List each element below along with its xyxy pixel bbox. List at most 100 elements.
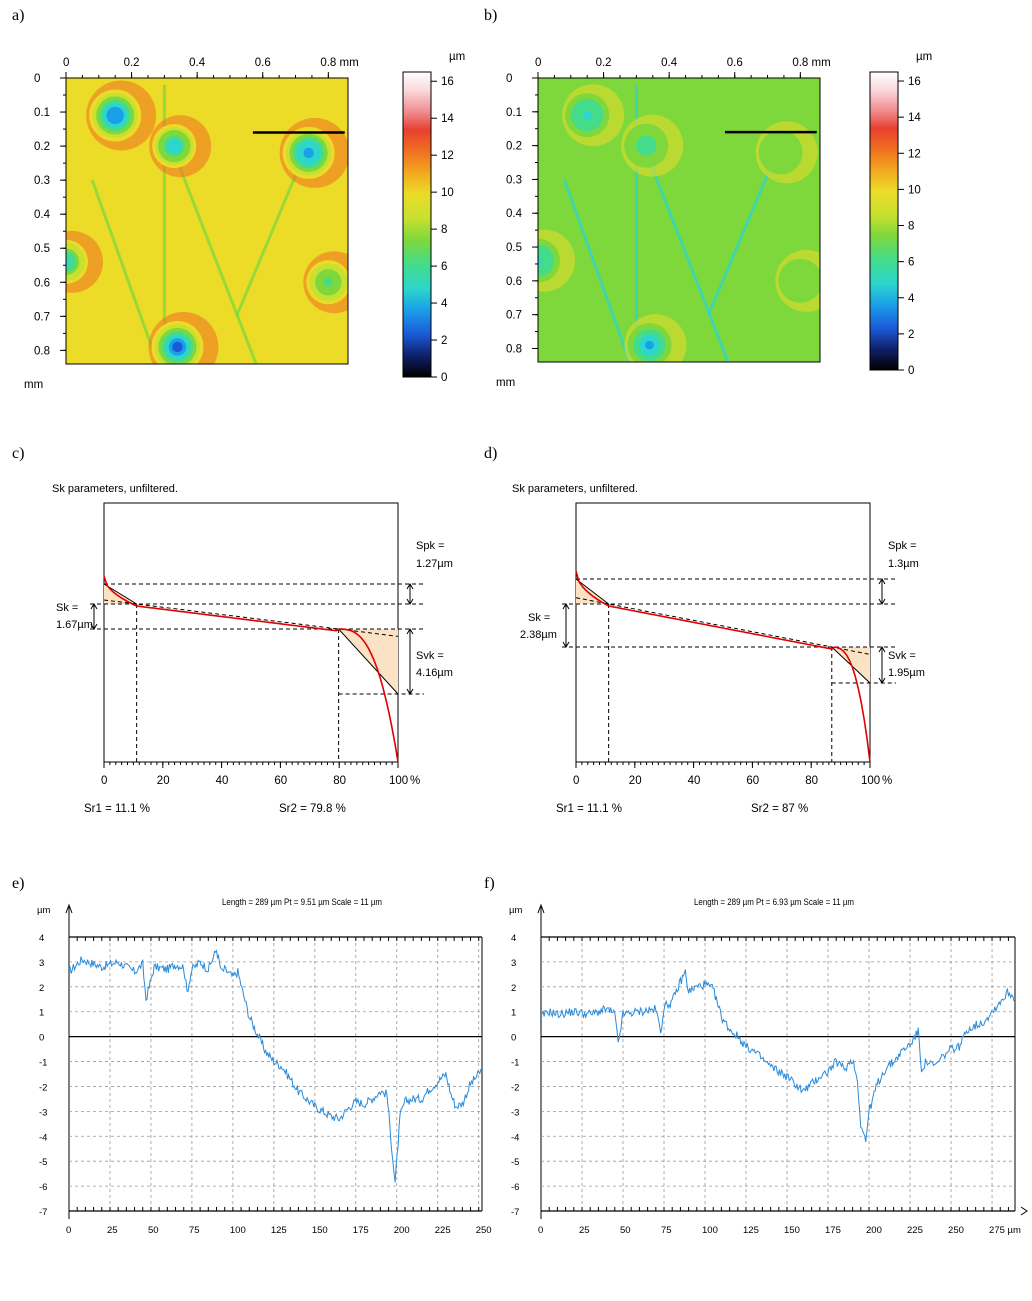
profile-x-axis-arrow <box>1020 1206 1028 1216</box>
profile-x-tick-label: 75 <box>661 1225 672 1236</box>
y-tick-label: 0.6 <box>34 277 50 289</box>
map-pit <box>169 141 179 151</box>
sk-x-tick-label: 80 <box>805 775 818 787</box>
x-tick-label: 0.6 <box>727 57 743 69</box>
profile-x-tick-label: 100 <box>702 1225 718 1236</box>
sk-x-tick-label: 40 <box>216 775 229 787</box>
profile-y-tick-label: -7 <box>511 1207 519 1218</box>
y-tick-label: 0.2 <box>506 141 522 153</box>
sk-spk-arrow-head <box>878 578 886 605</box>
profile-x-tick-label: 200 <box>394 1225 410 1236</box>
y-tick-label: 0.7 <box>34 311 50 323</box>
sk-spk-label: Spk = <box>888 540 916 552</box>
y-unit-label: mm <box>24 379 43 391</box>
sk-svk-label: Svk = <box>416 650 444 662</box>
profile-x-tick-label: 0 <box>538 1225 543 1236</box>
panel-label-e: e) <box>12 875 24 892</box>
profile-x-tick-label: 25 <box>579 1225 590 1236</box>
y-tick-label: 0.1 <box>34 107 50 119</box>
y-unit-label: mm <box>496 377 515 389</box>
colorbar <box>402 71 432 378</box>
y-tick-label: 0.5 <box>506 242 522 254</box>
profile-y-tick-label: 3 <box>39 958 44 969</box>
sk-spk-arrow-head <box>406 583 414 605</box>
profile-x-tick-label: 100 <box>230 1225 246 1236</box>
panel-label-d: d) <box>484 445 497 462</box>
sk-sr1-text: Sr1 = 11.1 % <box>84 803 150 815</box>
sk-svk-arrow-head <box>406 628 414 695</box>
sk-spk-value: 1.27µm <box>416 558 453 570</box>
profile-y-tick-label: -6 <box>511 1182 519 1193</box>
sk-sk-arrow-head <box>562 603 570 648</box>
map-scratch <box>172 152 258 364</box>
profile-x-tick-label: 250 <box>476 1225 492 1236</box>
map-pit <box>303 147 314 159</box>
sk-chart-c: Sk parameters, unfiltered. Spk = 1.27µm Svk… <box>52 483 453 815</box>
profile-x-tick-label: 125 <box>743 1225 759 1236</box>
profile-y-tick-label: -1 <box>39 1058 47 1069</box>
colorbar-tick-label: 0 <box>441 372 447 384</box>
sk-bearing-curve <box>575 570 871 763</box>
sk-x-tick-label: 20 <box>629 775 642 787</box>
colorbar-tick-label: 0 <box>908 365 914 377</box>
colorbar-unit: µm <box>916 51 932 63</box>
profile-y-tick-label: 2 <box>511 983 516 994</box>
profile-y-tick-label: -4 <box>39 1132 47 1143</box>
sk-valley-edge <box>338 628 399 695</box>
profile-y-tick-label: 2 <box>39 983 44 994</box>
profile-x-tick-label: 75 <box>189 1225 200 1236</box>
map-pit <box>641 141 651 151</box>
profile-x-tick-label: 275 µm <box>989 1225 1021 1236</box>
y-tick-label: 0.3 <box>506 174 522 186</box>
profile-y-tick-label: -7 <box>39 1207 47 1218</box>
profile-x-tick-label: 150 <box>312 1225 328 1236</box>
y-tick-label: 0.1 <box>506 107 522 119</box>
profile-chart-f: Length = 289 µm Pt = 6.93 µm Scale = 11 … <box>509 897 1028 1236</box>
sk-bearing-curve <box>103 575 399 763</box>
sk-sr2-text: Sr2 = 79.8 % <box>279 803 346 815</box>
map-scratch <box>235 159 304 317</box>
sk-x-tick-label: 20 <box>157 775 170 787</box>
colorbar-unit: µm <box>449 51 465 63</box>
colorbar-tick-label: 6 <box>908 257 914 269</box>
profile-y-tick-label: -3 <box>39 1107 47 1118</box>
colorbar-tick-label: 12 <box>908 148 921 160</box>
profile-y-tick-label: -5 <box>39 1157 47 1168</box>
y-tick-label: 0 <box>506 73 512 85</box>
y-tick-label: 0.8 <box>506 343 522 355</box>
profile-title: Length = 289 µm Pt = 6.93 µm Scale = 11 … <box>694 897 854 908</box>
sk-sr1-text: Sr1 = 11.1 % <box>556 803 622 815</box>
map-scratch <box>90 179 160 364</box>
y-tick-label: 0.4 <box>34 209 51 221</box>
profile-y-tick-label: -6 <box>39 1182 47 1193</box>
profile-y-tick-label: 4 <box>511 933 516 944</box>
sk-sk-value: 1.67µm <box>56 619 93 631</box>
y-tick-label: 0.7 <box>506 310 522 322</box>
sk-sk-arrow-head <box>90 603 98 630</box>
map-pit <box>795 276 805 286</box>
sk-title: Sk parameters, unfiltered. <box>52 483 178 495</box>
sk-svk-label: Svk = <box>888 650 916 662</box>
y-tick-label: 0.2 <box>34 141 50 153</box>
y-tick-label: 0.6 <box>506 276 522 288</box>
sk-x-tick-label: 60 <box>274 775 287 787</box>
colorbar-tick-label: 10 <box>908 184 921 196</box>
map-scratch <box>707 158 776 316</box>
sk-x-unit: % <box>882 775 892 787</box>
colorbar-tick-label: 4 <box>441 298 448 310</box>
profile-series-line <box>68 949 483 1183</box>
map-pit <box>172 341 183 353</box>
sk-x-unit: % <box>410 775 420 787</box>
x-tick-label: 0.6 <box>255 57 271 69</box>
profile-x-tick-label: 25 <box>107 1225 118 1236</box>
panel-label-c: c) <box>12 445 24 462</box>
colorbar-tick-label: 14 <box>441 113 454 125</box>
y-tick-label: 0.4 <box>506 208 523 220</box>
profile-y-axis-arrow <box>537 903 545 914</box>
sk-x-tick-label: 100 <box>861 775 880 787</box>
panel-label-b: b) <box>484 7 497 24</box>
sk-x-tick-label: 100 <box>389 775 408 787</box>
profile-y-tick-label: -4 <box>511 1132 519 1143</box>
height-map-b: 0 0.2 0.4 0.6 0.8 mm 0 0.1 0.2 0.3 0.4 0.5 0.6 0.7 0.… <box>496 51 932 389</box>
map-pit <box>323 277 333 287</box>
